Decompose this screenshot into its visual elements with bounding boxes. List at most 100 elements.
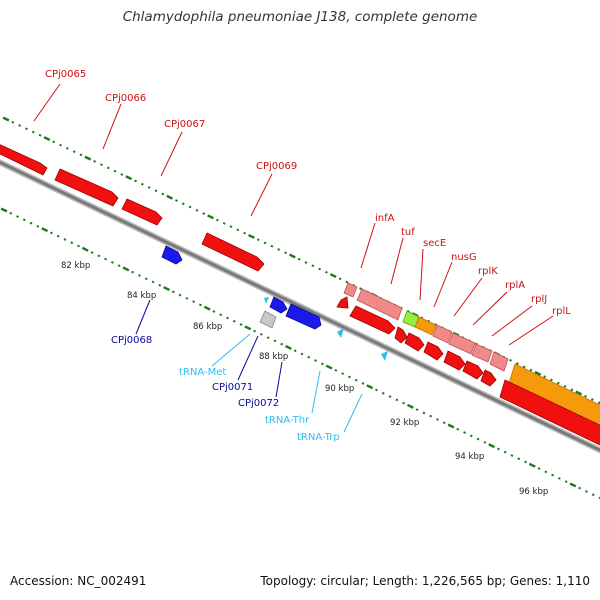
label-cpj0069: CPj0069 bbox=[256, 161, 297, 172]
major-tick bbox=[569, 482, 577, 488]
minor-tick bbox=[517, 457, 521, 461]
trna-trp-marker[interactable] bbox=[381, 351, 388, 361]
minor-tick bbox=[320, 362, 324, 366]
callout-trna-trp bbox=[343, 393, 363, 433]
feature-cpj0065[interactable] bbox=[0, 142, 48, 176]
minor-tick bbox=[578, 486, 582, 490]
minor-tick bbox=[202, 212, 206, 215]
feature-cpj0071[interactable] bbox=[269, 296, 288, 314]
feature-gray[interactable] bbox=[259, 310, 277, 329]
minor-tick bbox=[222, 221, 226, 225]
minor-tick bbox=[429, 414, 433, 418]
major-tick bbox=[534, 370, 542, 376]
minor-tick bbox=[79, 153, 83, 157]
minor-tick bbox=[347, 375, 351, 379]
minor-tick bbox=[11, 120, 15, 124]
feature-arrow-c[interactable] bbox=[394, 326, 408, 344]
scale-label-84: 84 kbp bbox=[127, 291, 156, 301]
trna-met-marker[interactable] bbox=[264, 297, 269, 304]
minor-tick bbox=[38, 133, 42, 137]
minor-tick bbox=[570, 388, 574, 392]
feature-arrow-h[interactable] bbox=[480, 369, 497, 387]
feature-rplK[interactable] bbox=[432, 324, 453, 344]
feature-nusG[interactable] bbox=[414, 316, 437, 336]
scale-label-86: 86 kbp bbox=[193, 322, 222, 332]
minor-tick bbox=[56, 234, 60, 238]
minor-tick bbox=[134, 179, 137, 183]
feature-cpj0069[interactable] bbox=[201, 232, 265, 272]
minor-tick bbox=[263, 241, 267, 245]
minor-tick bbox=[402, 401, 406, 405]
minor-tick bbox=[188, 205, 192, 209]
minor-tick bbox=[300, 352, 304, 356]
callout-cpj0068 bbox=[135, 299, 151, 335]
feature-arrow-a[interactable] bbox=[336, 296, 349, 309]
feature-rplA[interactable] bbox=[448, 332, 476, 355]
minor-tick bbox=[395, 398, 399, 402]
minor-tick bbox=[270, 244, 274, 248]
feature-arrow-f[interactable] bbox=[443, 350, 466, 371]
trna-thr-marker[interactable] bbox=[337, 328, 344, 338]
minor-tick bbox=[63, 238, 67, 241]
minor-tick bbox=[90, 251, 94, 254]
minor-tick bbox=[93, 160, 97, 163]
minor-tick bbox=[243, 231, 247, 235]
major-tick bbox=[43, 136, 51, 142]
feature-arrow-g[interactable] bbox=[462, 360, 484, 380]
minor-tick bbox=[110, 260, 114, 264]
feature-cpj0067[interactable] bbox=[121, 198, 163, 226]
minor-tick bbox=[219, 313, 223, 317]
minor-tick bbox=[341, 372, 345, 376]
feature-arrow-b[interactable] bbox=[349, 305, 396, 335]
minor-tick bbox=[70, 241, 74, 245]
minor-tick bbox=[100, 163, 103, 167]
minor-tick bbox=[529, 368, 533, 372]
minor-tick bbox=[185, 296, 189, 300]
label-rplJ: rplJ bbox=[531, 294, 547, 305]
major-tick bbox=[122, 266, 130, 272]
feature-rplL[interactable] bbox=[489, 351, 509, 372]
minor-tick bbox=[563, 385, 567, 388]
major-tick bbox=[248, 233, 255, 239]
feature-arrow-d[interactable] bbox=[404, 332, 425, 352]
minor-tick bbox=[171, 290, 175, 294]
feature-rplJ[interactable] bbox=[471, 343, 493, 363]
feature-cpj0066[interactable] bbox=[54, 168, 119, 207]
major-tick bbox=[207, 214, 214, 220]
callout-rplJ bbox=[491, 305, 533, 337]
minor-tick bbox=[192, 300, 196, 304]
label-cpj0067: CPj0067 bbox=[164, 119, 205, 130]
minor-tick bbox=[476, 437, 480, 441]
feature-long-red[interactable] bbox=[499, 379, 600, 446]
minor-tick bbox=[158, 283, 162, 287]
minor-tick bbox=[236, 228, 240, 232]
major-tick bbox=[0, 207, 8, 213]
genome-summary-text: Topology: circular; Length: 1,226,565 bp… bbox=[260, 574, 590, 588]
minor-tick bbox=[522, 365, 526, 369]
feature-cpj0072[interactable] bbox=[285, 303, 322, 330]
feature-arrow-e[interactable] bbox=[423, 341, 444, 361]
feature-long-operon[interactable] bbox=[508, 363, 600, 428]
minor-tick bbox=[277, 248, 281, 251]
callout-trna-met bbox=[211, 333, 251, 367]
feature-tuf[interactable] bbox=[356, 288, 403, 321]
minor-tick bbox=[483, 440, 487, 444]
minor-tick bbox=[273, 339, 277, 343]
feature-cpj0068[interactable] bbox=[161, 245, 183, 265]
minor-tick bbox=[503, 450, 507, 454]
minor-tick bbox=[354, 378, 358, 382]
minor-tick bbox=[557, 476, 561, 480]
feature-infA[interactable] bbox=[343, 282, 358, 298]
scale-label-82: 82 kbp bbox=[61, 261, 90, 271]
label-trna-met: tRNA-Met bbox=[179, 367, 226, 378]
minor-tick bbox=[584, 394, 587, 398]
minor-tick bbox=[543, 375, 547, 379]
scale-label-92: 92 kbp bbox=[390, 418, 419, 428]
major-tick bbox=[203, 305, 211, 311]
minor-tick bbox=[253, 329, 257, 333]
minor-tick bbox=[496, 447, 500, 451]
label-trna-trp: tRNA-Trp bbox=[297, 432, 340, 443]
minor-tick bbox=[515, 362, 519, 365]
